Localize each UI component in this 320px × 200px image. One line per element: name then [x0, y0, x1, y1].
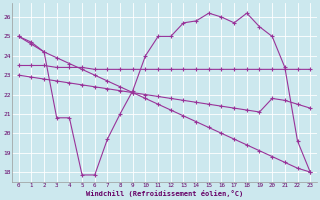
X-axis label: Windchill (Refroidissement éolien,°C): Windchill (Refroidissement éolien,°C)	[86, 190, 243, 197]
